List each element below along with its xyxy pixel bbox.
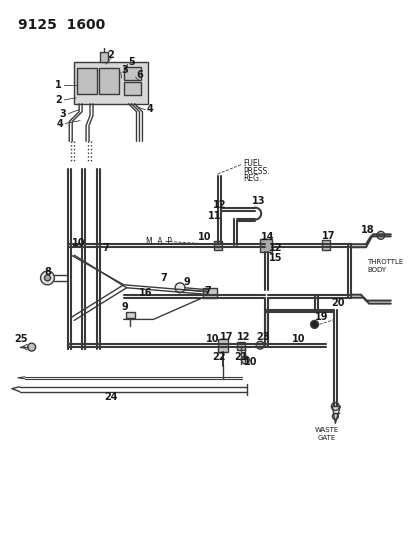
Text: 10: 10 — [72, 238, 86, 248]
Text: 7: 7 — [102, 243, 109, 253]
Text: 12: 12 — [212, 200, 226, 209]
Text: 20: 20 — [331, 297, 345, 308]
Text: BODY: BODY — [367, 267, 386, 273]
Text: 7: 7 — [160, 273, 167, 283]
Text: PRESS.: PRESS. — [243, 166, 270, 175]
Text: THROTTLE: THROTTLE — [367, 259, 403, 265]
Text: 3: 3 — [122, 65, 128, 75]
Circle shape — [241, 356, 249, 364]
Text: 25: 25 — [14, 334, 28, 344]
Text: 21: 21 — [234, 352, 248, 362]
Text: 4: 4 — [56, 118, 63, 128]
Text: 12: 12 — [269, 243, 283, 253]
Text: 12: 12 — [238, 332, 251, 342]
Text: FUEL: FUEL — [243, 159, 262, 167]
Bar — [321, 240, 330, 250]
Bar — [260, 239, 272, 252]
Text: 7: 7 — [205, 286, 212, 296]
Bar — [74, 62, 148, 104]
Text: 23: 23 — [256, 332, 270, 342]
Text: 2: 2 — [55, 95, 62, 105]
Text: M. A. P.: M. A. P. — [146, 237, 173, 246]
Bar — [77, 68, 97, 94]
Text: 24: 24 — [104, 392, 118, 401]
Text: GATE: GATE — [317, 435, 335, 441]
Text: 13: 13 — [252, 196, 266, 206]
Text: WASTE: WASTE — [314, 427, 339, 433]
Text: 10: 10 — [198, 232, 211, 243]
Circle shape — [331, 402, 339, 410]
Text: REG.: REG. — [243, 174, 262, 183]
Text: 5: 5 — [129, 57, 135, 67]
Text: 9: 9 — [183, 277, 190, 287]
Text: 8: 8 — [44, 267, 51, 277]
Circle shape — [311, 320, 319, 328]
Circle shape — [332, 414, 338, 419]
Bar — [124, 82, 141, 95]
Bar — [100, 52, 108, 62]
Bar — [99, 68, 119, 94]
Bar — [126, 312, 134, 318]
Text: 10: 10 — [206, 334, 219, 344]
Text: 9: 9 — [122, 302, 128, 312]
Text: 6: 6 — [136, 70, 143, 80]
Bar — [124, 67, 141, 80]
Text: 1: 1 — [55, 80, 62, 90]
Text: 10: 10 — [292, 334, 305, 344]
Text: 22: 22 — [212, 352, 226, 362]
Text: 19: 19 — [314, 312, 328, 322]
Text: 17: 17 — [219, 332, 233, 342]
Circle shape — [41, 271, 54, 285]
Text: 3: 3 — [59, 109, 66, 119]
Text: 15: 15 — [269, 253, 283, 263]
Circle shape — [256, 341, 264, 349]
Circle shape — [377, 231, 385, 239]
Circle shape — [175, 283, 185, 293]
Text: 10: 10 — [245, 357, 258, 367]
Text: 14: 14 — [261, 232, 275, 243]
Text: 9125  1600: 9125 1600 — [18, 18, 105, 31]
Text: 2: 2 — [107, 50, 113, 60]
Circle shape — [44, 275, 51, 281]
Text: 17: 17 — [321, 231, 335, 241]
Text: 18: 18 — [361, 225, 375, 236]
Bar — [214, 241, 222, 250]
Text: 4: 4 — [146, 104, 153, 114]
Bar — [218, 339, 228, 352]
Bar — [238, 342, 245, 350]
Bar — [203, 288, 217, 297]
Circle shape — [28, 343, 36, 351]
Text: 11: 11 — [208, 211, 221, 221]
Text: 16: 16 — [139, 288, 152, 298]
